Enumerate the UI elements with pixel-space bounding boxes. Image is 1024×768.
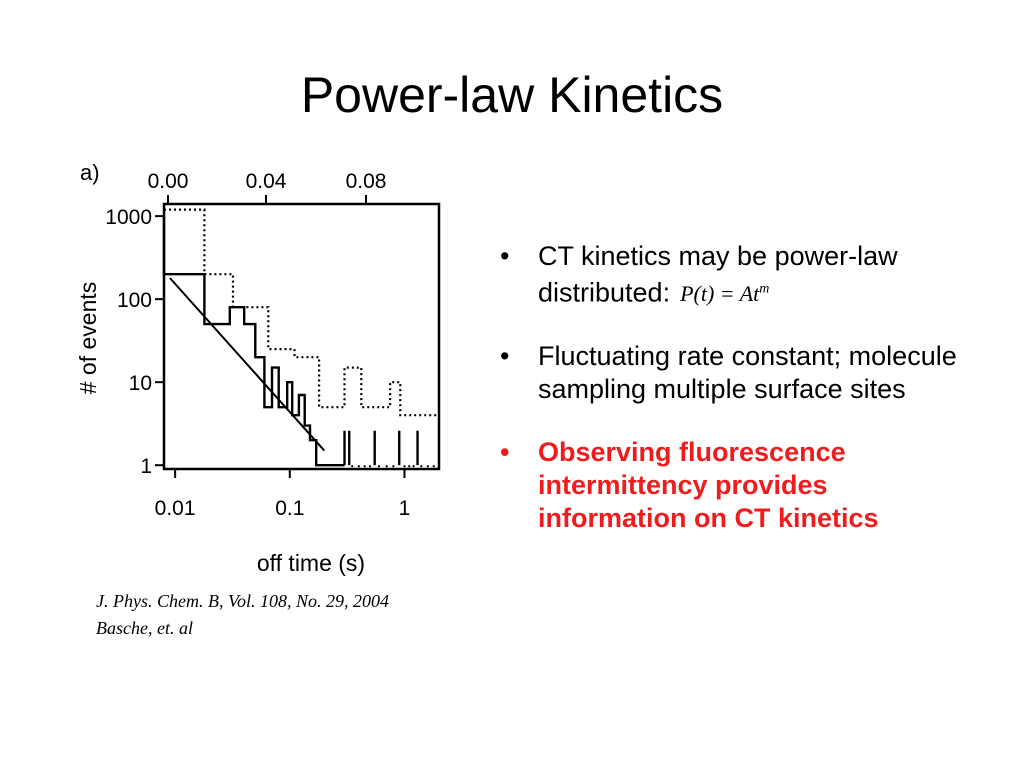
plot-area [162,208,439,468]
tail-dot [432,465,435,468]
bullet-text: Observing fluorescence intermittency pro… [538,437,879,534]
off-time-histogram: a) 0.00 0.04 0.08 1 10 100 1000 0.01 0.1 1 off … [75,160,441,576]
power-law-formula: P(t) = Atm [680,281,770,307]
series-solid-step [162,216,345,467]
tail-dot [420,465,423,468]
bullet-text: Fluctuating rate constant; molecule samp… [538,341,957,405]
bullet-item-power-law: • CT kinetics may be power-law distribut… [498,240,968,310]
tail-dot [426,465,429,468]
top-tick-label: 0.04 [246,170,287,193]
tail-dot [351,465,354,468]
y-tick-label: 10 [129,372,152,395]
tail-dot [385,465,388,468]
x-tick-label: 1 [399,497,411,520]
tail-dot [357,465,360,468]
bullet-text: CT kinetics may be power-law distributed… [538,241,898,308]
x-axis-label: off time (s) [257,550,365,576]
tail-dot [408,465,411,468]
x-axis: 0.01 0.1 1 [155,469,411,520]
tail-dot [368,465,372,468]
top-axis: 0.00 0.04 0.08 [148,170,387,204]
y-tick-label: 1000 [105,206,152,229]
bullet-item-fluorescence: • Observing fluorescence intermittency p… [498,436,968,535]
x-tick-label: 0.01 [155,497,196,520]
citation-line-2: Basche, et. al [96,618,193,638]
top-tick-label: 0.08 [346,170,387,193]
bullet-list: • CT kinetics may be power-law distribut… [498,240,968,535]
tail-dot [363,465,366,468]
plot-frame [162,202,441,471]
bullet-dot-icon: • [500,241,510,271]
top-tick-label: 0.00 [148,170,189,193]
tail-dot [412,465,415,468]
bullet-dot-icon: • [500,341,510,372]
series-fit-line [169,277,326,452]
slide-title: Power-law Kinetics [300,67,724,123]
y-axis: 1 10 100 1000 [105,206,164,478]
y-axis-label: # of events [75,282,101,395]
bullet-dot-icon: • [500,437,510,468]
y-tick-label: 1 [140,455,152,478]
panel-label: a) [80,160,100,185]
tail-dot [377,465,381,468]
y-tick-label: 100 [117,289,152,312]
x-tick-label: 0.1 [275,497,304,520]
bullet-item-rate-constant: • Fluctuating rate constant; molecule sa… [498,340,968,406]
tail-dot [403,465,406,468]
tail-dot [392,465,395,468]
citation-line-1: J. Phys. Chem. B, Vol. 108, No. 29, 2004 [96,591,389,611]
